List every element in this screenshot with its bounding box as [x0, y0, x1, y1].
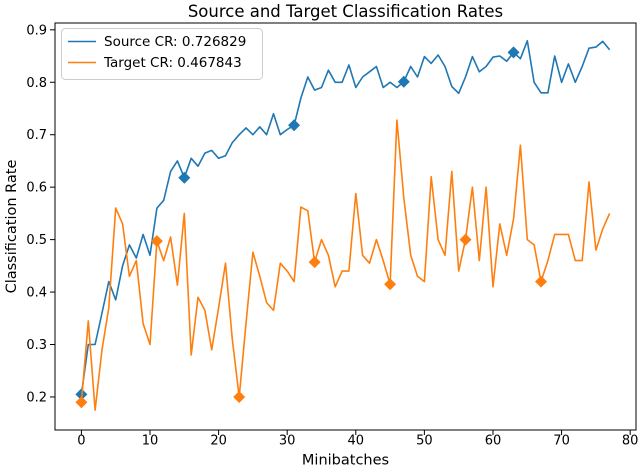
series-group: [75, 39, 611, 411]
target-marker: [150, 235, 163, 248]
y-axis-label: Classification Rate: [4, 160, 20, 294]
y-tick-label: 0.6: [26, 181, 47, 196]
source-marker: [178, 171, 191, 184]
source-marker: [397, 75, 410, 88]
y-tick-label: 0.7: [26, 128, 47, 143]
source-line: [80, 39, 611, 395]
x-tick-label: 40: [348, 434, 365, 449]
x-axis-ticks: 0 10 20 30 40 50 60 70 80: [77, 430, 638, 449]
x-axis-label: Minibatches: [302, 453, 389, 469]
x-tick-label: 0: [77, 434, 85, 449]
target-marker: [308, 256, 321, 269]
target-marker: [233, 390, 246, 403]
x-tick-label: 80: [622, 434, 639, 449]
x-tick-label: 70: [553, 434, 570, 449]
y-tick-label: 0.2: [26, 390, 47, 405]
target-line: [80, 119, 611, 411]
target-marker: [384, 278, 397, 291]
y-tick-label: 0.9: [26, 23, 47, 38]
x-tick-label: 60: [485, 434, 502, 449]
x-tick-label: 50: [416, 434, 433, 449]
y-tick-label: 0.5: [26, 233, 47, 248]
y-axis-ticks: 0.2 0.3 0.4 0.5 0.6 0.7 0.8 0.9: [26, 23, 55, 405]
legend: Source CR: 0.726829 Target CR: 0.467843: [61, 28, 263, 80]
y-tick-label: 0.3: [26, 338, 47, 353]
source-marker: [507, 46, 520, 59]
y-tick-label: 0.8: [26, 76, 47, 91]
y-tick-label: 0.4: [26, 286, 47, 301]
target-marker: [534, 275, 547, 288]
x-tick-label: 20: [210, 434, 227, 449]
target-marker: [75, 396, 88, 409]
source-marker: [288, 119, 301, 132]
chart-title: Source and Target Classification Rates: [188, 2, 503, 21]
legend-target-label: Target CR: 0.467843: [103, 55, 242, 71]
target-marker: [459, 233, 472, 246]
x-tick-label: 30: [279, 434, 296, 449]
x-tick-label: 10: [142, 434, 159, 449]
legend-box: [61, 28, 263, 80]
axes-frame: [54, 22, 637, 431]
legend-source-label: Source CR: 0.726829: [104, 34, 246, 50]
